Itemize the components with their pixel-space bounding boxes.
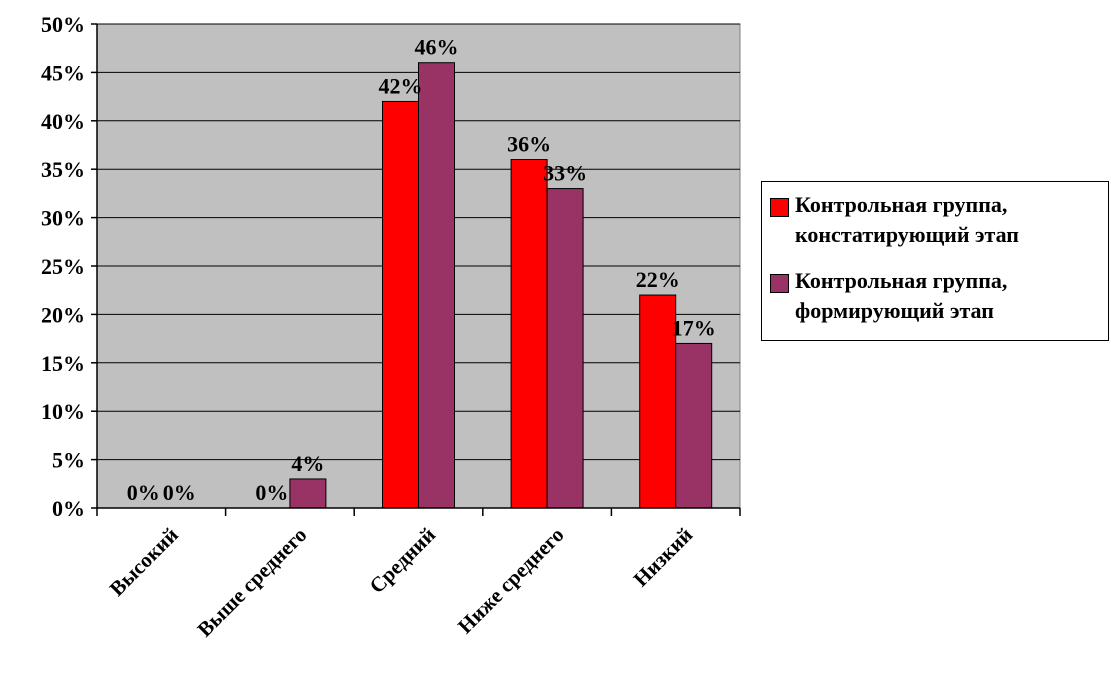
x-axis-ticks [96, 508, 741, 516]
data-label: 0% [163, 480, 196, 505]
y-tick-label: 10% [41, 399, 85, 424]
legend-swatch-series-2 [770, 274, 789, 293]
x-category-label: Средний [365, 523, 441, 599]
data-label: 0% [255, 480, 288, 505]
legend-item-series-2: Контрольная группа, формирующий этап [770, 266, 1007, 326]
y-tick-label: 20% [41, 302, 85, 327]
y-tick-label: 45% [41, 60, 85, 85]
legend: Контрольная группа, констатирующий этап … [761, 181, 1109, 341]
x-category-label: Низкий [629, 523, 698, 592]
x-category-label: Выше среднего [192, 523, 311, 642]
x-category-label: Высокий [105, 523, 183, 601]
data-label: 17% [672, 315, 716, 340]
data-label: 4% [291, 451, 324, 476]
y-tick-label: 25% [41, 254, 85, 279]
y-tick-label: 15% [41, 351, 85, 376]
data-label: 33% [543, 161, 587, 186]
bar [675, 342, 713, 509]
data-labels: 0% 0% 0%4%42%46%36%33%22%17% [127, 35, 716, 505]
bar [289, 478, 327, 509]
bar [418, 62, 455, 509]
y-tick-label: 40% [41, 109, 85, 134]
legend-label-series-1: Контрольная группа, констатирующий этап [795, 192, 1019, 247]
legend-swatch-series-1 [770, 198, 789, 217]
bar [546, 188, 584, 509]
y-tick-label: 30% [41, 206, 85, 231]
y-tick-label: 0% [52, 496, 85, 521]
bars [289, 62, 713, 509]
bar [510, 159, 548, 509]
data-label: 36% [507, 132, 551, 157]
x-category-label: Ниже среднего [453, 523, 569, 639]
data-label: 46% [415, 35, 459, 60]
data-label: 0% [127, 480, 160, 505]
x-axis-categories: Высокий Выше среднего Средний Ниже среднего… [105, 523, 698, 642]
y-tick-label: 35% [41, 157, 85, 182]
legend-label-series-2: Контрольная группа, формирующий этап [795, 268, 1008, 323]
bar [639, 294, 677, 509]
data-label: 42% [379, 73, 423, 98]
y-tick-label: 50% [41, 12, 85, 37]
legend-item-series-1: Контрольная группа, констатирующий этап [770, 190, 1019, 250]
bar [382, 100, 419, 509]
y-tick-label: 5% [52, 448, 85, 473]
data-label: 22% [636, 267, 680, 292]
y-axis-ticks: 0% 5% 10% 15% 20% 25% 30% 35% 40% 45% 50% [41, 12, 97, 521]
